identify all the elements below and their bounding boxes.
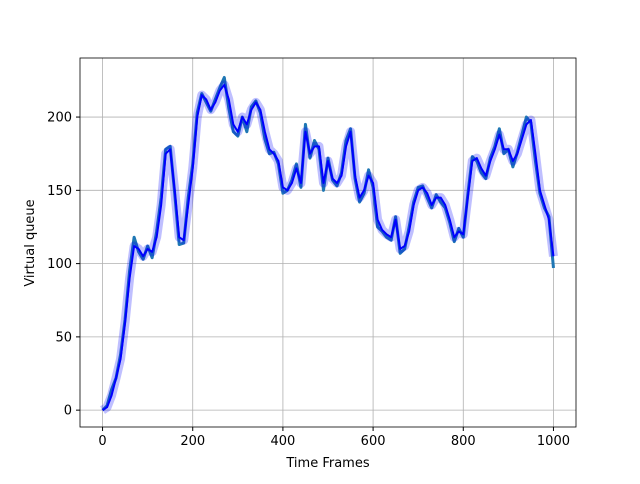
y-tick-label: 50 — [55, 330, 72, 345]
x-tick-label: 1000 — [537, 434, 570, 449]
y-tick-label: 150 — [47, 184, 72, 199]
y-tick-label: 0 — [64, 404, 72, 419]
y-tick-label: 200 — [47, 111, 72, 126]
y-tick-label: 100 — [47, 257, 72, 272]
plot-frame — [79, 57, 577, 428]
x-axis-label: Time Frames — [285, 456, 369, 471]
x-tick-label: 0 — [98, 434, 106, 449]
x-tick-label: 600 — [361, 434, 386, 449]
series-line — [102, 83, 555, 411]
x-tick-label: 200 — [180, 434, 205, 449]
x-tick-label: 800 — [451, 434, 476, 449]
y-axis-label: Virtual queue — [23, 199, 38, 286]
x-tick-label: 400 — [270, 434, 295, 449]
